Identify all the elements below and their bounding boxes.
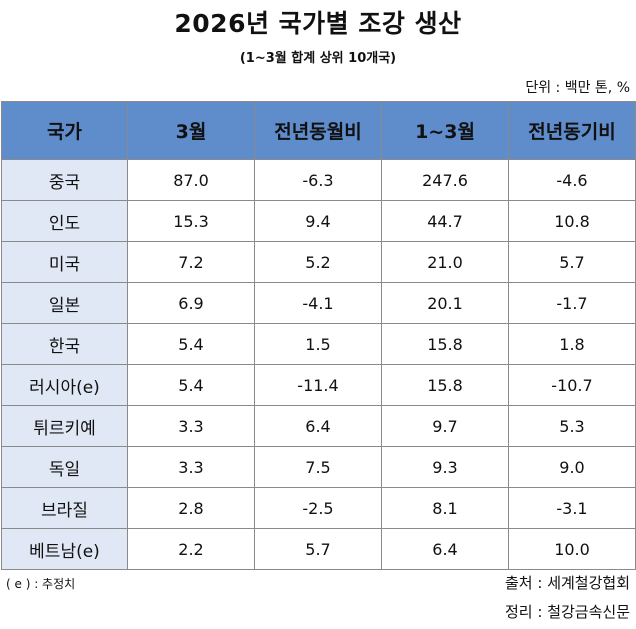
table-cell: 10.8 [508,200,636,242]
table-cell: 5.4 [127,364,255,406]
editor-credit: 정리 : 철강금속신문 [505,603,630,621]
table-row: 미국 7.2 5.2 21.0 5.7 [1,241,636,283]
table-cell: 1.5 [254,323,382,365]
table-cell: 10.0 [508,528,636,570]
table-row: 튀르키예 3.3 6.4 9.7 5.3 [1,405,636,447]
country-cell: 한국 [1,323,128,365]
country-cell: 브라질 [1,487,128,529]
country-cell: 일본 [1,282,128,324]
column-header-yoy-month: 전년동월비 [254,101,382,160]
column-header-jan-mar: 1~3월 [381,101,509,160]
table-cell: 2.2 [127,528,255,570]
table-cell: -2.5 [254,487,382,529]
table-cell: 21.0 [381,241,509,283]
country-cell: 튀르키예 [1,405,128,447]
table-cell: 44.7 [381,200,509,242]
table-cell: 5.7 [508,241,636,283]
table-cell: -11.4 [254,364,382,406]
production-table: 국가 3월 전년동월비 1~3월 전년동기비 중국 87.0 -6.3 247.… [1,101,636,570]
table-cell: 7.5 [254,446,382,488]
table-row: 독일 3.3 7.5 9.3 9.0 [1,446,636,488]
table-cell: 9.4 [254,200,382,242]
table-cell: 247.6 [381,159,509,201]
header-row: 국가 3월 전년동월비 1~3월 전년동기비 [1,101,636,160]
table-row: 중국 87.0 -6.3 247.6 -4.6 [1,159,636,201]
table-cell: 5.7 [254,528,382,570]
country-cell: 인도 [1,200,128,242]
table-cell: 87.0 [127,159,255,201]
table-cell: 9.3 [381,446,509,488]
table-cell: 7.2 [127,241,255,283]
country-cell: 중국 [1,159,128,201]
table-cell: 5.4 [127,323,255,365]
table-cell: 9.7 [381,405,509,447]
unit-label: 단위 : 백만 톤, % [525,80,630,96]
table-cell: 9.0 [508,446,636,488]
estimate-note: ( e ) : 추정치 [6,577,76,591]
table-cell: -4.1 [254,282,382,324]
country-cell: 베트남(e) [1,528,128,570]
table-cell: 6.4 [254,405,382,447]
column-header-yoy-period: 전년동기비 [508,101,636,160]
country-cell: 러시아(e) [1,364,128,406]
country-cell: 미국 [1,241,128,283]
table-cell: -6.3 [254,159,382,201]
table-cell: 15.8 [381,364,509,406]
table-row: 러시아(e) 5.4 -11.4 15.8 -10.7 [1,364,636,406]
table-row: 인도 15.3 9.4 44.7 10.8 [1,200,636,242]
table-cell: -1.7 [508,282,636,324]
table-cell: 3.3 [127,446,255,488]
column-header-country: 국가 [1,101,128,160]
table-cell: -4.6 [508,159,636,201]
table-cell: 6.4 [381,528,509,570]
table-cell: -3.1 [508,487,636,529]
table-cell: 6.9 [127,282,255,324]
table-cell: 5.3 [508,405,636,447]
table-cell: 1.8 [508,323,636,365]
table-cell: 5.2 [254,241,382,283]
table-cell: 15.8 [381,323,509,365]
table-cell: -10.7 [508,364,636,406]
table-cell: 15.3 [127,200,255,242]
table-cell: 8.1 [381,487,509,529]
table-cell: 3.3 [127,405,255,447]
table-row: 베트남(e) 2.2 5.7 6.4 10.0 [1,528,636,570]
table-title: 2026년 국가별 조강 생산 [174,9,462,38]
table-subtitle: (1~3월 합계 상위 10개국) [239,51,397,66]
table-row: 한국 5.4 1.5 15.8 1.8 [1,323,636,365]
column-header-march: 3월 [127,101,255,160]
table-cell: 20.1 [381,282,509,324]
country-cell: 독일 [1,446,128,488]
table-row: 브라질 2.8 -2.5 8.1 -3.1 [1,487,636,529]
table-cell: 2.8 [127,487,255,529]
source-credit: 출처 : 세계철강협회 [505,574,630,592]
table-row: 일본 6.9 -4.1 20.1 -1.7 [1,282,636,324]
